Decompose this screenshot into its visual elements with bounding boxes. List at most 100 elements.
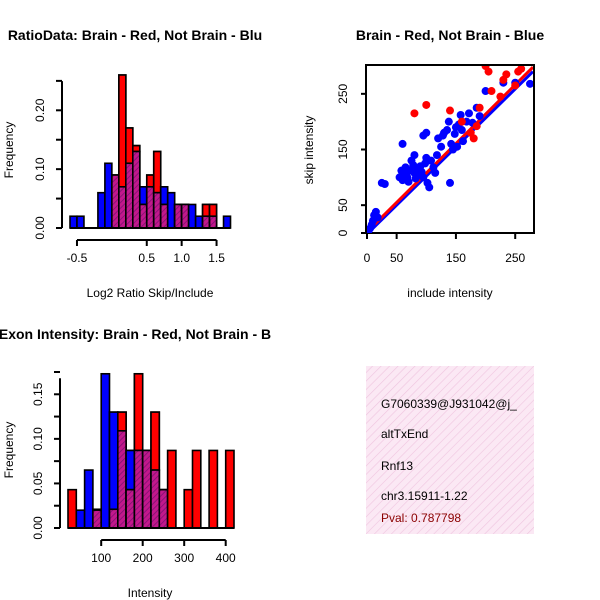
scatter-point-blue-25 — [419, 173, 428, 182]
hist3-top-bar-5 — [108, 411, 119, 511]
scatter-x-tick-label-3: 250 — [505, 251, 525, 265]
intensity-histogram-xlabel: Intensity — [128, 586, 173, 600]
scatter-y-tick-label-1: 50 — [336, 198, 350, 212]
intensity-histogram-title: Exon Intensity: Brain - Red, Not Brain -… — [0, 326, 271, 342]
intensity-histogram-ylabel: Frequency — [2, 422, 16, 479]
hist3-x-tick-label-0: 100 — [91, 551, 111, 565]
scatter-point-blue-39 — [444, 117, 453, 126]
hist3-y-tick-label-1: 0.05 — [31, 471, 45, 495]
scatter-title: Brain - Red, Not Brain - Blue — [356, 27, 544, 43]
hist3-top-bar-10 — [150, 411, 161, 471]
hist3-overlap-bar-11 — [158, 488, 169, 529]
scatter-point-blue-46 — [456, 110, 465, 119]
scatter-point-red-2 — [446, 106, 454, 115]
info-gene-name: Rnf13 — [381, 459, 413, 473]
hist1-x-tick-label-1: 0.5 — [138, 251, 155, 265]
scatter-point-blue-32 — [431, 168, 440, 177]
hist1-blue-bar-1 — [76, 215, 85, 229]
scatter-point-blue-35 — [437, 142, 446, 151]
ratio-histogram: RatioData: Brain - Red, Not Brain - Blu … — [2, 27, 262, 300]
hist1-x-tick-label-3: 1.5 — [208, 251, 225, 265]
scatter-point-red-6 — [472, 122, 481, 131]
scatter-point-blue-29 — [425, 183, 434, 192]
scatter-point-blue-15 — [404, 177, 413, 186]
hist3-overlap-bar-8 — [133, 449, 144, 529]
hist1-blue-bar-4 — [97, 191, 106, 229]
hist1-top-bar-19 — [201, 203, 211, 218]
hist3-y-tick-label-3: 0.15 — [31, 382, 45, 406]
scatter-point-blue-60 — [422, 128, 431, 137]
hist1-top-bar-13 — [159, 186, 169, 206]
scatter-point-red-7 — [475, 103, 484, 112]
hist3-x-tick-label-1: 200 — [133, 551, 153, 565]
intensity-histogram: Exon Intensity: Brain - Red, Not Brain -… — [0, 326, 271, 600]
hist3-blue-bar-2 — [83, 469, 94, 529]
hist1-y-tick-label-0: 0.00 — [33, 216, 47, 240]
ratio-histogram-title: RatioData: Brain - Red, Not Brain - Blu — [8, 27, 262, 43]
hist1-y-tick-label-1: 0.10 — [33, 157, 47, 181]
info-probe-id: G7060339@J931042@j_ — [381, 397, 517, 411]
hist1-blue-bar-17 — [187, 203, 197, 229]
scatter-point-blue-62 — [398, 139, 407, 148]
scatter-point-blue-53 — [475, 112, 484, 121]
hist3-blue-bar-4 — [100, 372, 111, 529]
hist3-top-bar-6 — [117, 411, 127, 432]
hist3-red-bar-14 — [183, 488, 194, 529]
hist1-overlap-bar-7 — [118, 186, 127, 229]
ratio-histogram-xlabel: Log2 Ratio Skip/Include — [87, 286, 214, 300]
scatter-point-blue-42 — [450, 129, 459, 138]
hist3-overlap-bar-5 — [108, 508, 119, 529]
info-panel: G7060339@J931042@j_ altTxEnd Rnf13 chr3.… — [366, 366, 534, 534]
hist3-blue-bar-1 — [75, 509, 86, 529]
ratio-histogram-ylabel: Frequency — [2, 122, 16, 179]
info-panel-background — [366, 366, 534, 534]
info-location: chr3.15911-1.22 — [381, 489, 468, 503]
scatter-point-blue-47 — [457, 126, 466, 135]
scatter-point-blue-61 — [446, 178, 454, 187]
scatter-point-blue-30 — [427, 156, 436, 165]
hist1-top-bar-9 — [132, 144, 141, 153]
scatter-point-red-5 — [469, 134, 478, 143]
hist3-overlap-bar-9 — [141, 449, 152, 529]
hist1-overlap-bar-12 — [152, 191, 162, 229]
hist1-blue-bar-0 — [69, 215, 78, 229]
hist3-red-bar-19 — [224, 449, 235, 529]
hist1-top-bar-12 — [152, 150, 162, 194]
hist3-overlap-bar-10 — [150, 469, 161, 529]
hist3-y-tick-label-0: 0.00 — [31, 516, 45, 540]
hist1-blue-bar-5 — [104, 162, 113, 229]
scatter-point-blue-44 — [453, 142, 462, 151]
scatter-point-blue-50 — [464, 109, 473, 118]
scatter-point-red-3 — [457, 117, 466, 126]
hist1-overlap-bar-9 — [132, 150, 141, 229]
hist3-overlap-bar-7 — [125, 488, 136, 529]
scatter-point-blue-8 — [380, 180, 389, 189]
hist1-overlap-bar-13 — [159, 203, 169, 229]
hist1-top-bar-10 — [138, 186, 148, 206]
hist3-red-bar-0 — [67, 488, 78, 529]
scatter-x-tick-label-2: 150 — [446, 251, 466, 265]
hist3-x-tick-label-3: 400 — [216, 551, 236, 565]
scatter-point-red-13 — [502, 70, 511, 79]
hist3-overlap-bar-6 — [117, 430, 127, 529]
hist3-red-bar-15 — [191, 449, 202, 529]
hist1-overlap-bar-11 — [145, 186, 155, 229]
scatter-x-tick-label-1: 50 — [390, 251, 404, 265]
hist1-blue-bar-22 — [222, 215, 232, 229]
hist1-top-bar-11 — [145, 174, 155, 188]
fit-line-blue — [367, 70, 533, 233]
hist1-top-bar-20 — [208, 203, 218, 218]
hist3-top-bar-8 — [133, 372, 144, 452]
info-pval: Pval: 0.787798 — [381, 511, 461, 525]
scatter-point-blue-33 — [432, 151, 441, 160]
intensity-scatter: Brain - Red, Not Brain - Blue 0 50 150 250 … — [302, 27, 544, 300]
scatter-ylabel: skip intensity — [302, 116, 316, 185]
info-event-type: altTxEnd — [381, 427, 428, 441]
hist1-overlap-bar-16 — [180, 203, 190, 229]
hist1-top-bar-7 — [118, 74, 127, 188]
hist1-blue-bar-18 — [194, 215, 204, 229]
hist1-overlap-bar-20 — [208, 215, 218, 229]
scatter-point-red-0 — [410, 109, 419, 118]
hist1-overlap-bar-6 — [111, 174, 120, 229]
